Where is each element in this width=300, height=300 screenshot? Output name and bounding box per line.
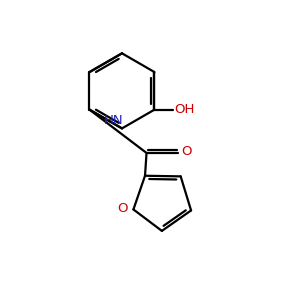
Text: OH: OH [175,103,195,116]
Text: O: O [181,145,192,158]
Text: O: O [118,202,128,214]
Text: HN: HN [104,114,124,127]
